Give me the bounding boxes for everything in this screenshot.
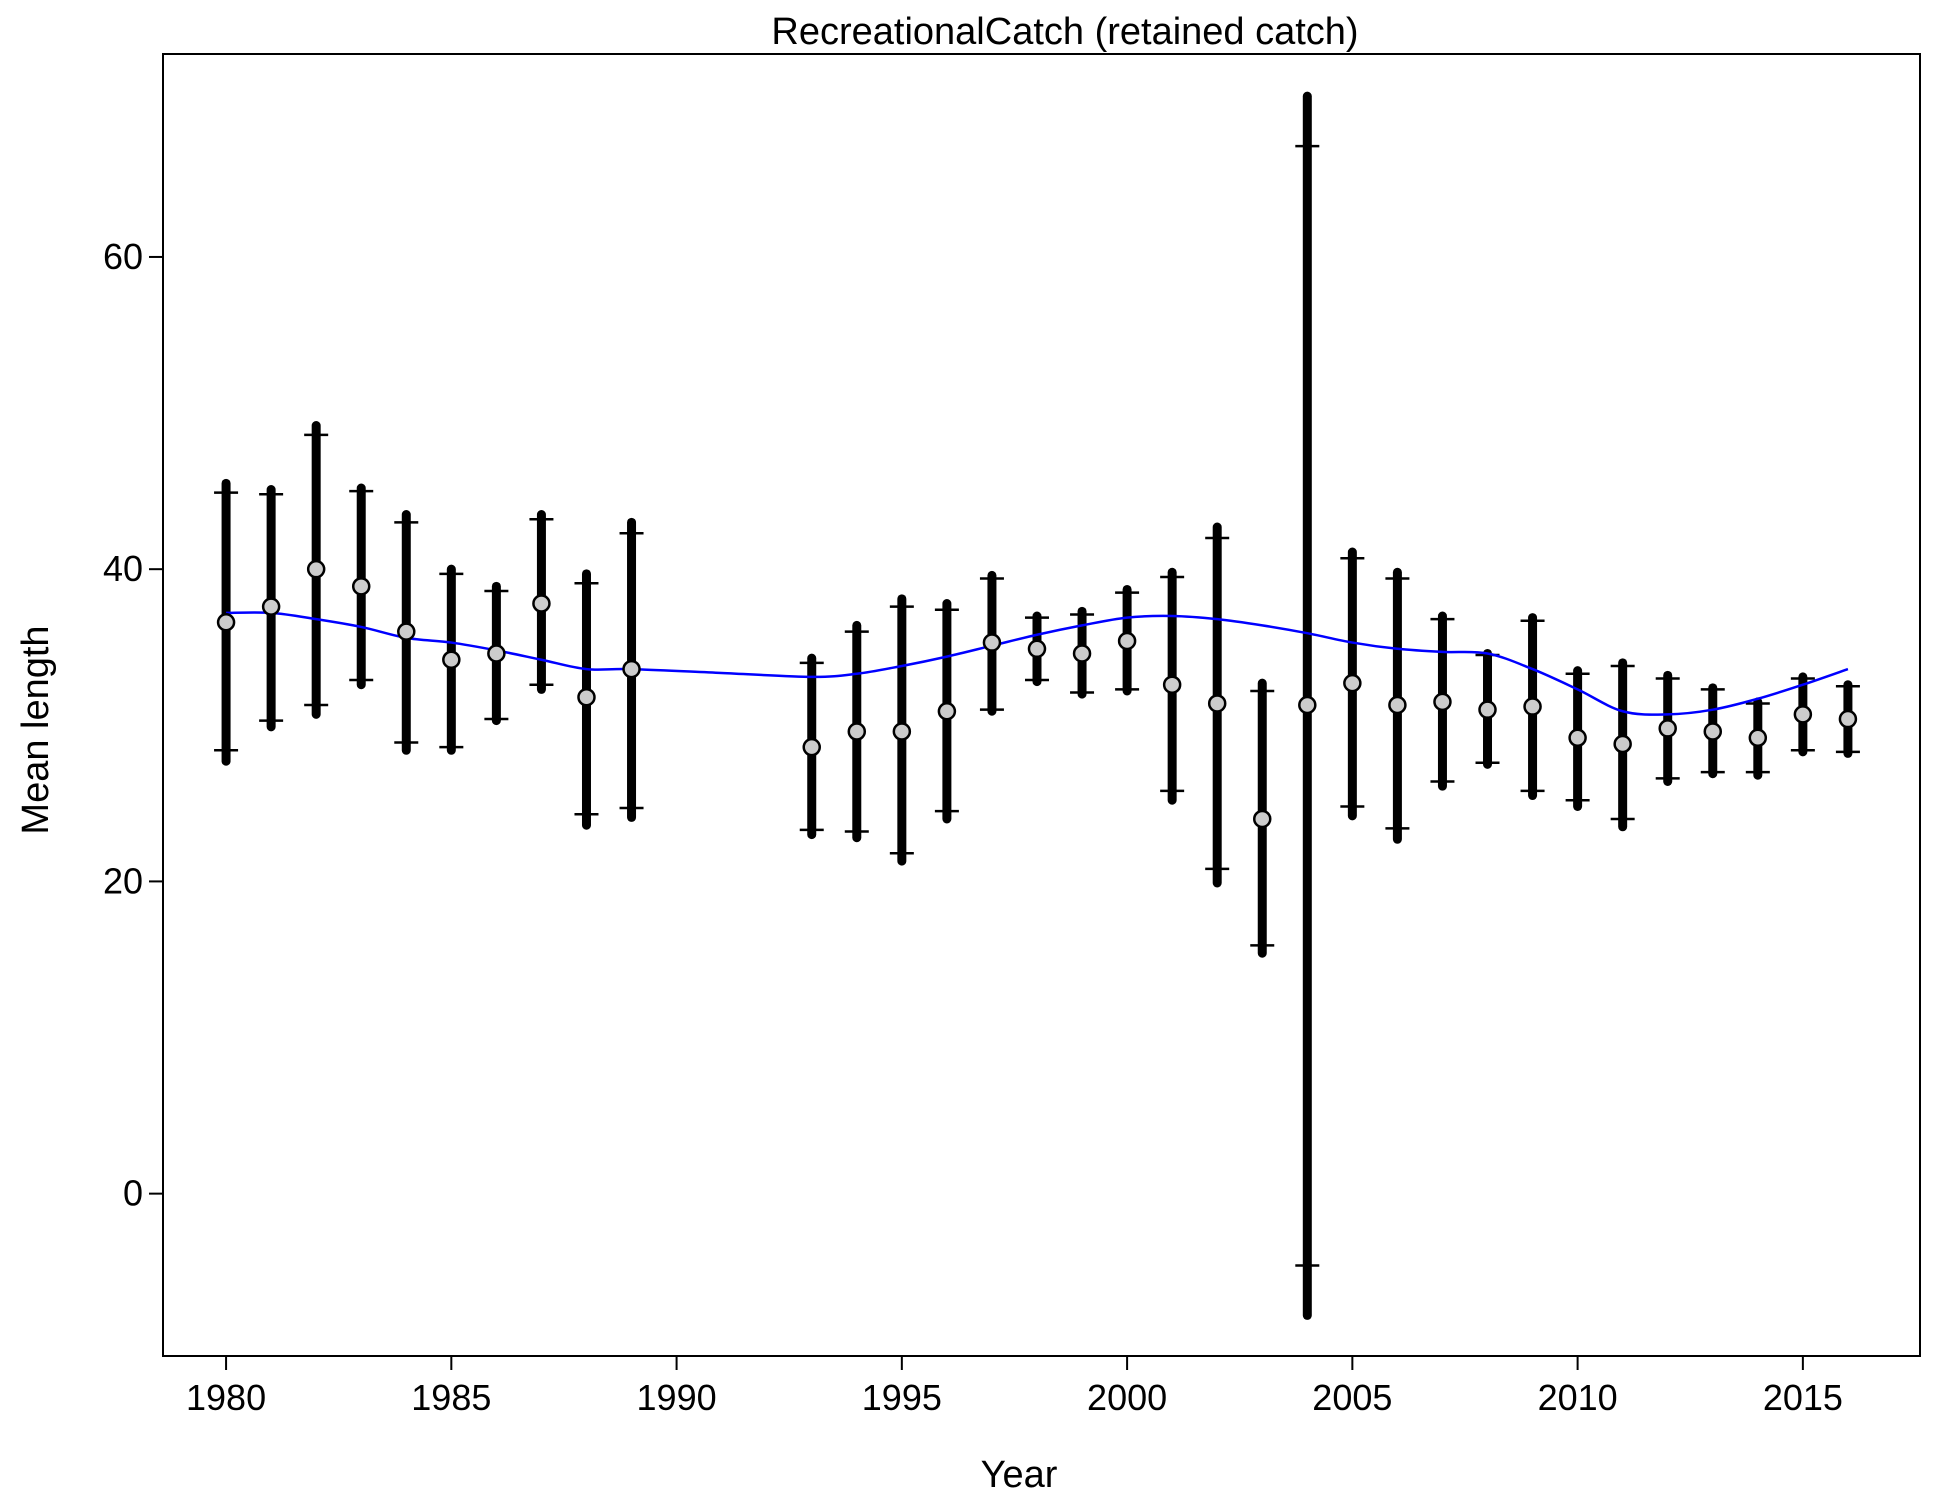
chart-title: RecreationalCatch (retained catch)	[771, 11, 1358, 53]
observed-point-2013	[1703, 722, 1723, 741]
y-tick-label-40: 40	[103, 548, 143, 589]
y-tick-label-20: 20	[103, 860, 143, 901]
observed-point-2016	[1838, 709, 1858, 729]
observed-point-1986	[487, 644, 506, 663]
observed-point-1983	[351, 577, 371, 596]
observed-point-1997	[982, 633, 1002, 652]
x-tick-label-1990: 1990	[637, 1377, 717, 1418]
expected-fit-line	[226, 611, 1849, 716]
observed-point-2005	[1343, 673, 1362, 693]
observed-point-2007	[1433, 692, 1452, 712]
observed-point-2004	[1298, 695, 1317, 715]
observed-point-2003	[1253, 809, 1272, 829]
observed-point-2002	[1207, 694, 1227, 713]
observed-point-1999	[1072, 644, 1092, 663]
observed-point-2010	[1568, 728, 1587, 748]
observed-point-2011	[1613, 734, 1632, 754]
observed-point-1995	[892, 722, 912, 741]
x-tick-label-1985: 1985	[411, 1377, 491, 1418]
x-axis-label: Year	[981, 1454, 1058, 1496]
observed-point-1985	[442, 650, 461, 669]
observed-point-1987	[532, 594, 551, 613]
x-tick-label-1980: 1980	[186, 1377, 266, 1418]
y-tick-label-60: 60	[103, 236, 143, 277]
observed-point-1998	[1027, 639, 1047, 659]
x-tick-label-2010: 2010	[1538, 1377, 1618, 1418]
observed-point-1989	[622, 659, 641, 679]
observed-point-1984	[397, 622, 416, 641]
x-tick-label-1995: 1995	[862, 1377, 942, 1418]
observed-point-2000	[1117, 631, 1137, 651]
observed-point-2001	[1162, 675, 1182, 694]
observed-point-2009	[1523, 697, 1542, 716]
observed-point-1980	[216, 613, 236, 632]
observed-point-2008	[1478, 700, 1497, 719]
observed-point-1993	[802, 737, 821, 757]
observed-point-1996	[937, 701, 957, 721]
y-tick-label-0: 0	[123, 1173, 143, 1214]
observed-point-1982	[306, 559, 326, 579]
observed-point-2015	[1793, 705, 1813, 724]
x-tick-label-2005: 2005	[1312, 1377, 1392, 1418]
x-tick-label-2015: 2015	[1763, 1377, 1843, 1418]
x-tick-label-2000: 2000	[1087, 1377, 1167, 1418]
y-axis-label: Mean length	[15, 625, 57, 834]
observed-point-2012	[1658, 719, 1677, 738]
observed-point-1994	[847, 722, 867, 741]
observed-point-1988	[577, 687, 596, 707]
plot-area	[214, 91, 1860, 1320]
observed-point-1981	[261, 597, 281, 616]
observed-point-2014	[1748, 728, 1768, 748]
axes: 1980 1985 1990 1995 2000 2005 2010 2015 0 20 40 60	[103, 236, 1843, 1418]
observed-point-2006	[1388, 695, 1407, 715]
